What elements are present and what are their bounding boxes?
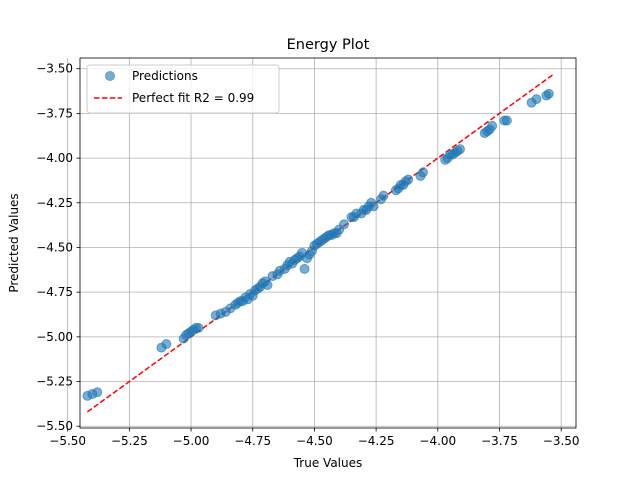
legend: Predictions Perfect fit R2 = 0.99 <box>86 64 280 114</box>
prediction-point <box>193 322 204 333</box>
prediction-point <box>501 115 512 126</box>
x-tick-label: −4.50 <box>296 434 333 448</box>
y-tick-label: −3.50 <box>36 62 73 76</box>
prediction-point <box>543 88 554 99</box>
prediction-point <box>339 219 350 230</box>
plot-area <box>80 58 576 428</box>
prediction-point <box>403 174 414 185</box>
plot-background <box>80 58 576 428</box>
plot-frame <box>79 57 577 429</box>
legend-label-predictions: Predictions <box>132 69 198 83</box>
y-tick-label: −3.75 <box>36 106 73 120</box>
x-tick-label: −5.50 <box>49 434 86 448</box>
y-tick-label: −5.00 <box>36 330 73 344</box>
prediction-point <box>487 120 498 131</box>
x-tick-label: −5.25 <box>111 434 148 448</box>
legend-marker-predictions <box>105 71 115 81</box>
prediction-point <box>92 387 103 398</box>
x-axis-ticks: −5.50 −5.25 −5.00 −4.75 −4.50 −4.25 −4.00 −3.75… <box>49 428 580 448</box>
legend-label-perfect-fit: Perfect fit R2 = 0.99 <box>132 91 254 105</box>
prediction-point <box>299 263 310 274</box>
prediction-point <box>531 94 542 105</box>
prediction-point <box>368 201 379 212</box>
prediction-point <box>455 144 466 155</box>
grid-lines <box>67 58 576 428</box>
x-tick-label: −4.00 <box>419 434 456 448</box>
y-tick-label: −4.50 <box>36 240 73 254</box>
prediction-points <box>82 88 554 401</box>
y-axis-ticks: −5.50 −5.25 −5.00 −4.75 −4.50 −4.25 −4.00 −3.75… <box>36 62 80 433</box>
x-tick-label: −5.00 <box>173 434 210 448</box>
chart-title: Energy Plot <box>287 37 370 53</box>
x-tick-label: −3.50 <box>543 434 580 448</box>
x-tick-label: −4.25 <box>358 434 395 448</box>
prediction-point <box>418 167 429 178</box>
y-tick-label: −4.75 <box>36 285 73 299</box>
prediction-point <box>378 190 389 201</box>
y-axis-label: Predicted Values <box>7 193 21 292</box>
x-tick-label: −3.75 <box>481 434 518 448</box>
y-tick-label: −5.25 <box>36 375 73 389</box>
y-tick-label: −4.25 <box>36 196 73 210</box>
y-tick-label: −5.50 <box>36 419 73 433</box>
prediction-point <box>161 338 172 349</box>
x-axis-label: True Values <box>293 456 363 470</box>
legend-box <box>86 64 280 114</box>
y-tick-label: −4.00 <box>36 151 73 165</box>
x-tick-label: −4.75 <box>234 434 271 448</box>
prediction-point <box>262 280 273 291</box>
